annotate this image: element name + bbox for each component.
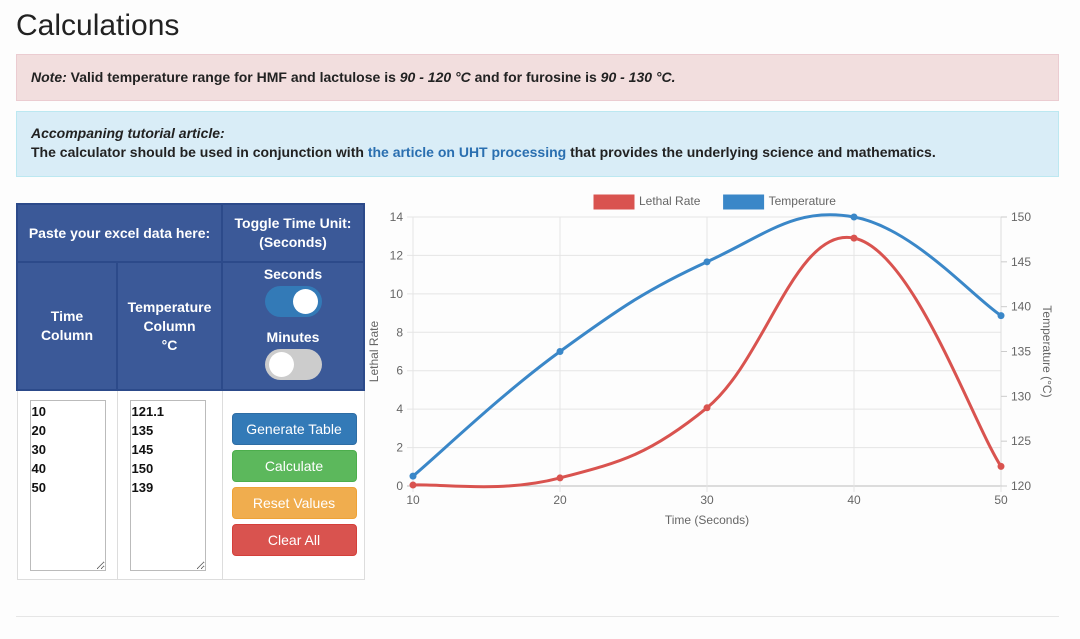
svg-text:Lethal Rate: Lethal Rate xyxy=(367,320,381,382)
section-divider xyxy=(16,616,1059,617)
svg-text:125: 125 xyxy=(1011,434,1031,448)
svg-text:135: 135 xyxy=(1011,345,1031,359)
generate-table-button[interactable]: Generate Table xyxy=(231,413,357,445)
svg-text:12: 12 xyxy=(390,248,404,262)
seconds-label: Seconds xyxy=(263,266,323,282)
paste-data-header: Paste your excel data here: xyxy=(16,203,223,263)
svg-text:14: 14 xyxy=(390,210,404,224)
minutes-label: Minutes xyxy=(266,329,320,345)
svg-text:140: 140 xyxy=(1011,300,1031,314)
temp-header-line1: Temperature xyxy=(127,298,212,315)
time-column-header: Time Column xyxy=(16,261,118,391)
temp-header-line2: Column xyxy=(143,317,196,334)
temp-header-unit: °C xyxy=(161,336,178,353)
tutorial-text-2: that provides the underlying science and… xyxy=(566,144,936,160)
svg-text:6: 6 xyxy=(396,364,403,378)
minutes-toggle[interactable] xyxy=(264,349,322,380)
time-header-line1: Time xyxy=(50,308,84,324)
svg-text:Temperature (°C): Temperature (°C) xyxy=(1040,305,1054,397)
time-column-textarea[interactable] xyxy=(29,400,106,571)
svg-text:40: 40 xyxy=(847,493,861,507)
svg-text:10: 10 xyxy=(406,493,420,507)
clear-all-button[interactable]: Clear All xyxy=(231,524,357,556)
svg-text:150: 150 xyxy=(1011,210,1031,224)
note-text-2: and for furosine is xyxy=(470,69,601,85)
svg-text:50: 50 xyxy=(994,493,1008,507)
svg-text:120: 120 xyxy=(1011,479,1031,493)
svg-text:8: 8 xyxy=(396,325,403,339)
svg-text:4: 4 xyxy=(396,402,403,416)
tutorial-alert: Accompaning tutorial article: The calcul… xyxy=(16,111,1059,177)
calculate-button[interactable]: Calculate xyxy=(231,450,357,482)
toggle-knob xyxy=(268,352,294,377)
tutorial-heading: Accompaning tutorial article: xyxy=(31,125,225,141)
note-text-1: Valid temperature range for HMF and lact… xyxy=(66,69,400,85)
toggle-knob xyxy=(292,289,318,314)
time-header-line2: Column xyxy=(40,327,94,343)
note-alert: Note: Valid temperature range for HMF an… xyxy=(16,54,1059,101)
temperature-input-cell xyxy=(116,389,223,580)
temperature-column-textarea[interactable] xyxy=(129,400,206,571)
uht-article-link[interactable]: the article on UHT processing xyxy=(367,144,567,160)
time-input-cell xyxy=(16,389,118,580)
toggle-time-unit-header: Toggle Time Unit: (Seconds) xyxy=(221,203,365,263)
svg-text:2: 2 xyxy=(396,441,403,455)
lethal-rate-temperature-chart: 0 2 4 6 8 10 12 14 10 20 30 40 50 120 125 130 135 140 145 1… xyxy=(363,188,1063,538)
toggle-header-line1: Toggle Time Unit: xyxy=(234,215,352,231)
svg-text:145: 145 xyxy=(1011,255,1031,269)
temperature-column-header: Temperature Column °C xyxy=(116,261,223,391)
svg-text:10: 10 xyxy=(390,287,404,301)
note-label: Note: xyxy=(31,69,67,85)
time-unit-toggles: Seconds Minutes xyxy=(221,261,365,391)
svg-text:Temperature: Temperature xyxy=(769,194,837,208)
note-range-2: 90 - 130 °C. xyxy=(600,69,676,85)
data-input-table: Paste your excel data here: Toggle Time … xyxy=(16,203,365,580)
svg-text:Time (Seconds): Time (Seconds) xyxy=(665,513,749,527)
svg-text:130: 130 xyxy=(1011,389,1031,403)
seconds-toggle[interactable] xyxy=(264,286,322,317)
svg-text:30: 30 xyxy=(700,493,714,507)
svg-text:0: 0 xyxy=(396,479,403,493)
page-title: Calculations xyxy=(16,9,180,42)
toggle-header-current-unit: (Seconds) xyxy=(259,234,327,250)
reset-values-button[interactable]: Reset Values xyxy=(231,487,357,519)
tutorial-text-1: The calculator should be used in conjunc… xyxy=(31,144,368,160)
action-buttons-cell: Generate Table Calculate Reset Values Cl… xyxy=(221,389,365,580)
svg-text:20: 20 xyxy=(553,493,567,507)
note-range-1: 90 - 120 °C xyxy=(399,69,471,85)
svg-text:Lethal Rate: Lethal Rate xyxy=(639,194,701,208)
